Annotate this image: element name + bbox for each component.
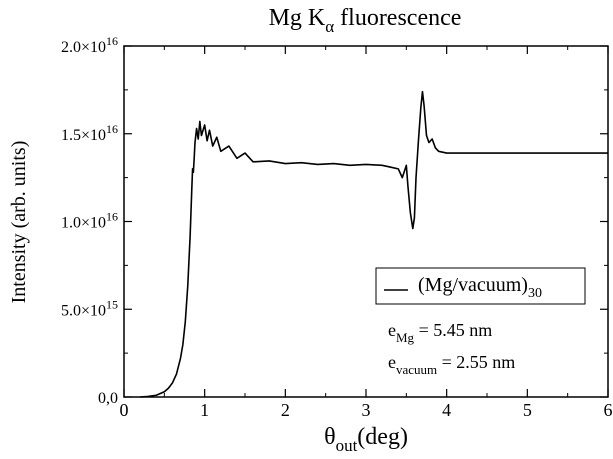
y-tick-label: 5.0×1015 (61, 297, 118, 319)
x-tick-label: 2 (281, 400, 290, 420)
annotation-e-mg-main: e (388, 320, 396, 340)
y-axis-ticks: 0,0 5.0×1015 1.0×1016 1.5×1016 2.0×1016 (61, 34, 608, 407)
legend-box (375, 267, 586, 305)
x-axis-label-sub: out (336, 436, 358, 454)
x-tick-label: 5 (523, 400, 532, 420)
x-axis-label: θout(deg) (324, 424, 408, 454)
x-tick-label: 6 (604, 400, 613, 420)
x-axis-label-main: θ (324, 424, 336, 450)
y-tick-label: 1.5×1016 (61, 122, 118, 144)
annotation-e-vacuum-main: e (388, 352, 396, 372)
annotation-e-mg-rest: = 5.45 nm (414, 320, 492, 340)
y-tick-label: 0,0 (98, 390, 118, 407)
y-tick-label: 2.0×1016 (61, 34, 118, 56)
x-axis-label-rest: (deg) (357, 424, 408, 450)
x-tick-label: 4 (442, 400, 451, 420)
chart-title-main: Mg K (269, 5, 326, 31)
x-axis-ticks: 0 1 2 3 4 5 6 (120, 46, 613, 420)
y-tick-label: 1.0×1016 (61, 210, 118, 232)
annotation-e-vacuum-rest: = 2.55 nm (437, 352, 515, 372)
series-line (140, 90, 608, 398)
y-axis-label: Intensity (arb. units) (8, 141, 30, 304)
plot-frame (123, 45, 609, 398)
series-layer (140, 90, 608, 398)
annotation-e-mg: eMg = 5.45 nm (388, 320, 492, 345)
legend-entry-sub: 30 (528, 286, 542, 301)
x-tick-label: 0 (120, 400, 129, 420)
annotation-e-mg-sub: Mg (396, 330, 415, 345)
chart-title: Mg Kα fluorescence (269, 5, 462, 36)
legend-entry: (Mg/vacuum)30 (418, 274, 542, 301)
chart-title-sub: α (325, 17, 334, 36)
legend-entry-label: (Mg/vacuum) (418, 274, 528, 296)
x-tick-label: 1 (200, 400, 209, 420)
annotation-e-vacuum-sub: vacuum (396, 362, 437, 377)
annotation-e-vacuum: evacuum = 2.55 nm (388, 352, 515, 377)
chart-title-rest: fluorescence (334, 5, 461, 31)
x-tick-label: 3 (362, 400, 371, 420)
